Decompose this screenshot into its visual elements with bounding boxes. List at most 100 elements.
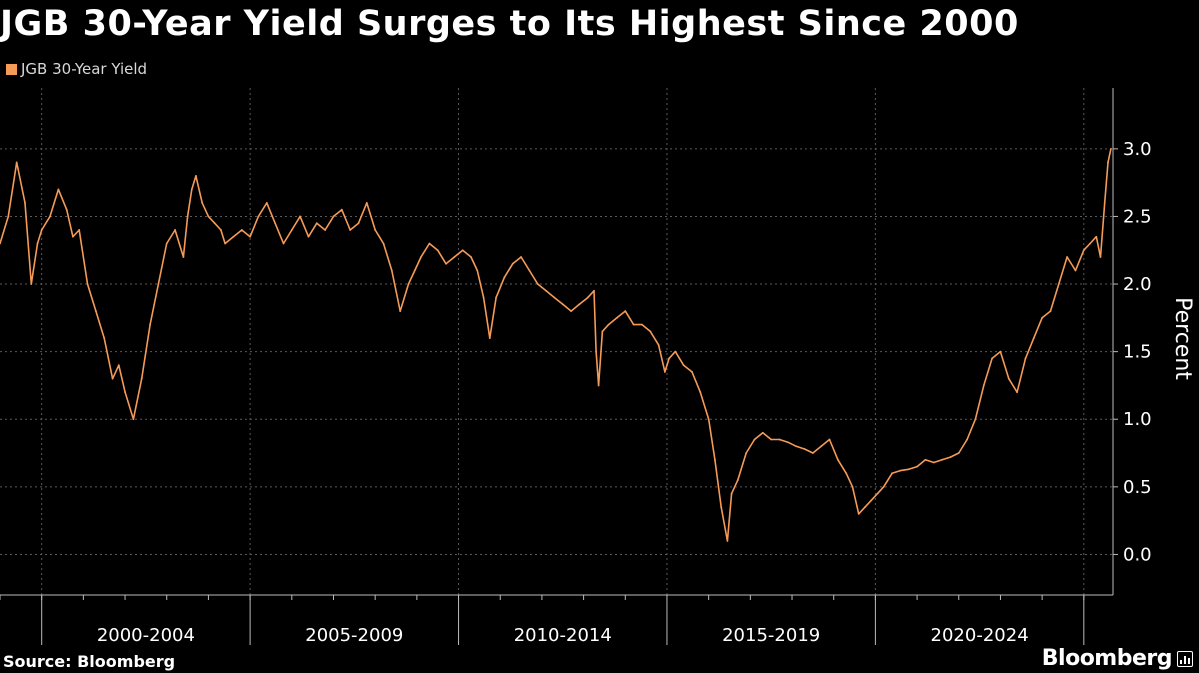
- series-point: [94, 310, 97, 312]
- series-point: [982, 384, 985, 387]
- series-point: [1089, 242, 1091, 245]
- series-point: [870, 499, 873, 502]
- series-point: [882, 485, 885, 488]
- series-point: [714, 458, 716, 461]
- series-layer: [0, 147, 1112, 542]
- series-point: [601, 330, 604, 333]
- series-point: [916, 465, 918, 468]
- series-point: [753, 438, 756, 441]
- series-point: [778, 438, 781, 441]
- series-point: [1041, 316, 1044, 319]
- series-point: [15, 161, 18, 164]
- series-point: [561, 303, 564, 306]
- brand-logo: Bloomberg: [1042, 646, 1193, 671]
- series-point: [132, 418, 135, 421]
- series-point: [545, 289, 547, 292]
- series-point: [111, 377, 114, 380]
- series-point: [1024, 357, 1027, 360]
- series-point: [1082, 249, 1085, 252]
- series-point: [420, 256, 422, 258]
- legend: JGB 30-Year Yield: [6, 60, 147, 78]
- series-point: [390, 269, 393, 272]
- series-point: [699, 391, 702, 394]
- series-point: [966, 438, 969, 441]
- y-tick-label: 3.0: [1123, 139, 1152, 160]
- series-point: [528, 269, 531, 272]
- series-point: [157, 283, 160, 285]
- brand-wordmark: Bloomberg: [1041, 646, 1173, 671]
- series-point: [820, 445, 823, 448]
- series-point: [520, 256, 522, 258]
- series-point: [86, 283, 89, 285]
- series-point: [707, 418, 710, 421]
- series-point: [399, 310, 402, 312]
- series-point: [1107, 161, 1109, 164]
- series-point: [536, 283, 539, 285]
- series-point: [632, 323, 635, 326]
- x-tick-label: 2020-2024: [931, 625, 1029, 646]
- y-tick-label: 2.0: [1123, 274, 1152, 295]
- source-note: Source: Bloomberg: [3, 652, 176, 671]
- series-point: [24, 202, 26, 204]
- series-point: [836, 458, 839, 461]
- grid-lines: [0, 88, 1113, 595]
- series-point: [876, 492, 879, 495]
- y-tick-label: 0.5: [1123, 477, 1152, 498]
- series-point: [641, 323, 643, 326]
- series-point: [720, 506, 723, 509]
- series-point: [828, 438, 831, 441]
- series-point: [461, 249, 464, 252]
- chart-title: JGB 30-Year Yield Surges to Its Highest …: [0, 4, 1019, 44]
- series-point: [324, 229, 327, 231]
- series-point: [30, 283, 33, 285]
- series-point: [857, 512, 860, 515]
- series-point: [726, 540, 729, 542]
- series-point: [924, 458, 927, 461]
- series-point: [36, 242, 39, 245]
- axes: [0, 88, 1118, 645]
- series-point: [891, 472, 893, 475]
- series-point: [103, 337, 106, 340]
- series-point: [365, 202, 368, 204]
- series-point: [864, 506, 866, 509]
- series-point: [624, 310, 627, 312]
- series-point: [597, 384, 600, 387]
- series-point: [691, 371, 693, 373]
- series-point: [1057, 283, 1060, 285]
- series-point: [586, 296, 589, 299]
- series-point: [240, 229, 243, 231]
- series-point: [974, 418, 977, 421]
- series-point: [174, 229, 176, 231]
- series-point: [57, 188, 60, 191]
- x-tick-label: 2005-2009: [305, 625, 403, 646]
- series-point: [413, 269, 416, 272]
- series-point: [674, 350, 677, 353]
- series-point: [436, 249, 439, 252]
- series-point: [407, 283, 410, 285]
- series-point: [382, 242, 385, 245]
- series-point: [851, 485, 854, 488]
- series-point: [593, 289, 595, 292]
- y-tick-label: 1.0: [1123, 409, 1152, 430]
- series-point: [299, 215, 302, 218]
- series-point: [991, 357, 994, 360]
- series-point: [149, 323, 151, 326]
- series-point: [1032, 337, 1035, 340]
- series-point: [1099, 256, 1102, 258]
- series-point: [257, 215, 260, 218]
- series-point: [511, 262, 514, 265]
- series-point: [941, 458, 943, 461]
- series-point: [803, 448, 806, 450]
- series-point: [570, 310, 572, 312]
- series-point: [274, 222, 277, 225]
- series-point: [357, 222, 360, 225]
- series-point: [224, 242, 227, 245]
- series-point: [811, 452, 814, 454]
- y-tick-label: 2.5: [1123, 206, 1152, 227]
- series-point: [49, 215, 51, 218]
- series-point: [1103, 202, 1106, 204]
- series-point: [1066, 256, 1069, 258]
- y-tick-label: 0.0: [1123, 544, 1152, 565]
- series-point: [78, 229, 81, 231]
- series-point: [1049, 310, 1052, 312]
